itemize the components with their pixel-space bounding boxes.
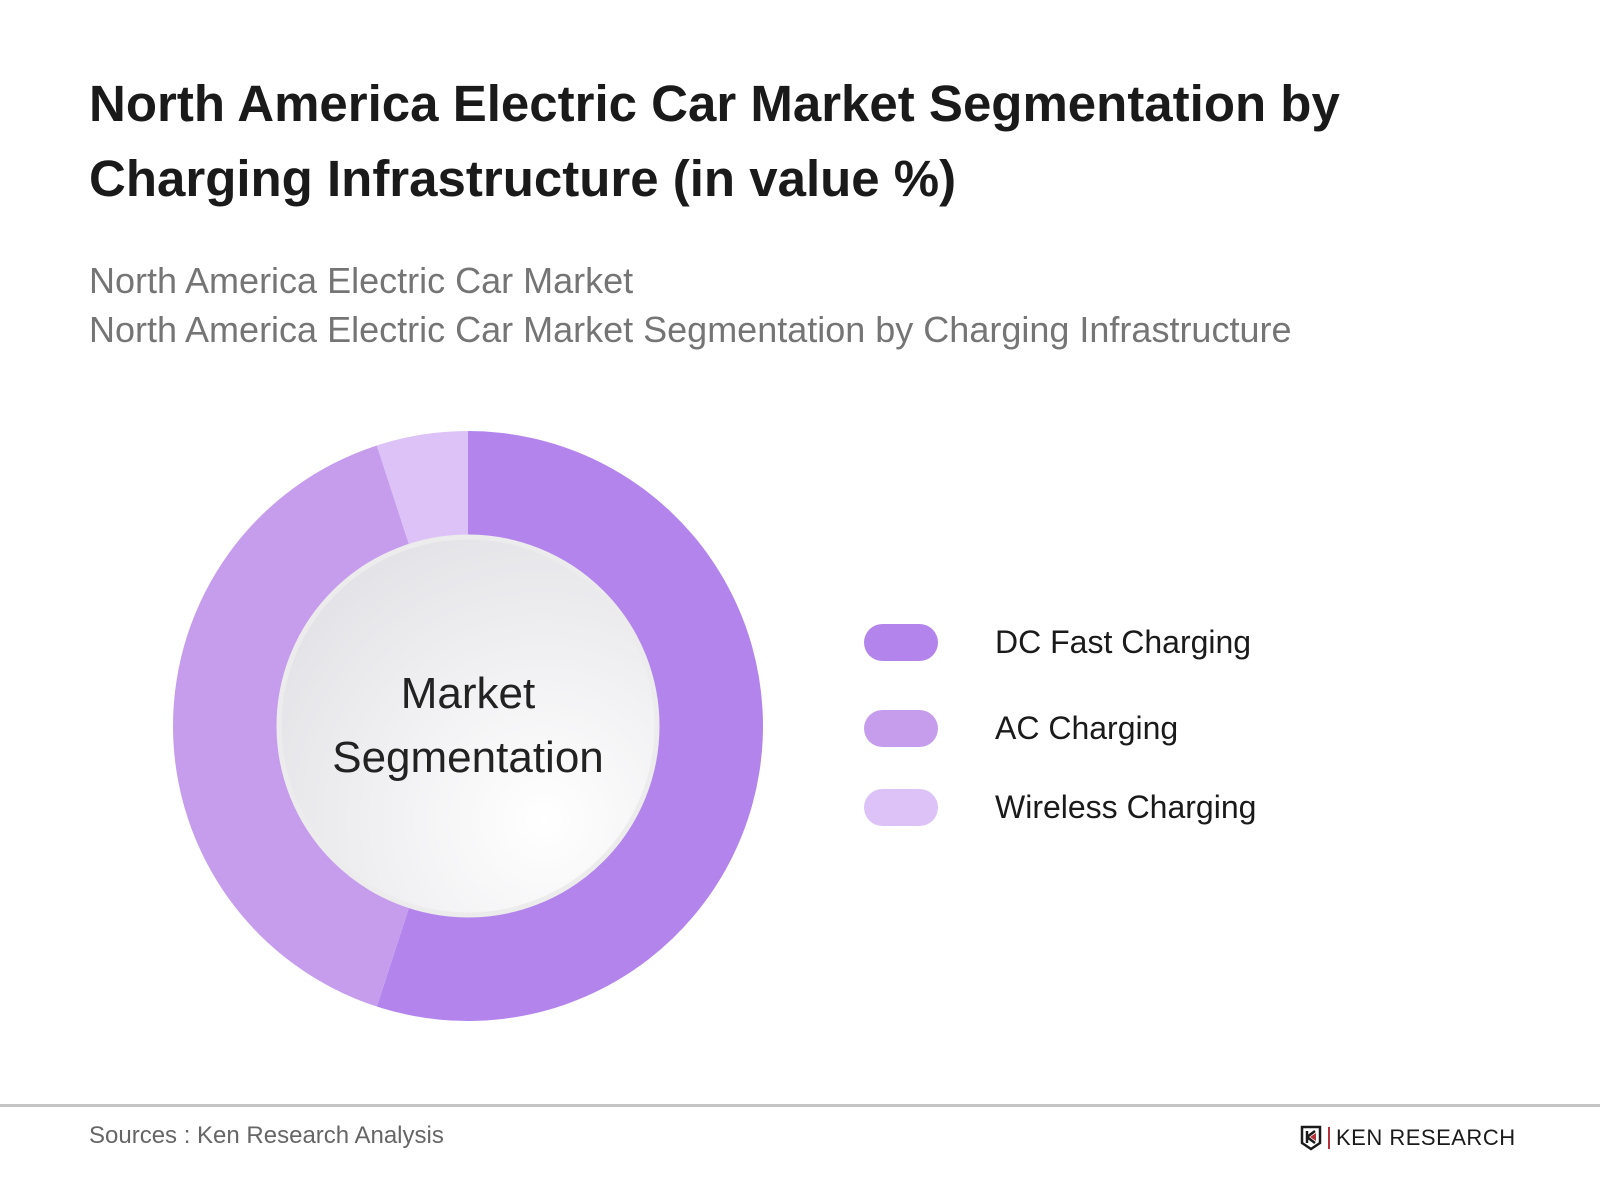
chart-subtitle: North America Electric Car Market North … [89, 256, 1291, 354]
ken-research-logo-icon [1300, 1125, 1322, 1151]
footer-divider [0, 1104, 1600, 1107]
legend-label: Wireless Charging [995, 788, 1257, 825]
legend-label: DC Fast Charging [995, 623, 1252, 660]
center-label: Market Segmentation [332, 669, 604, 782]
ken-research-logo: KEN RESEARCH [1300, 1125, 1516, 1151]
donut-center [276, 534, 660, 918]
subtitle-line-1: North America Electric Car Market [89, 260, 634, 301]
slice-dc-fast-charging [376, 431, 764, 1021]
legend-item: Wireless Charging [864, 787, 1256, 827]
legend-label: AC Charging [995, 709, 1179, 746]
source-text: Sources : Ken Research Analysis [89, 1122, 444, 1149]
chart-title: North America Electric Car Market Segmen… [89, 75, 1340, 207]
legend-swatch [864, 788, 938, 826]
legend-swatch [864, 709, 938, 747]
legend-swatch [864, 623, 938, 661]
subtitle-line-2: North America Electric Car Market Segmen… [89, 309, 1292, 350]
legend-item: DC Fast Charging [864, 622, 1251, 662]
legend-item: AC Charging [864, 708, 1178, 748]
logo-text: KEN RESEARCH [1336, 1125, 1516, 1150]
